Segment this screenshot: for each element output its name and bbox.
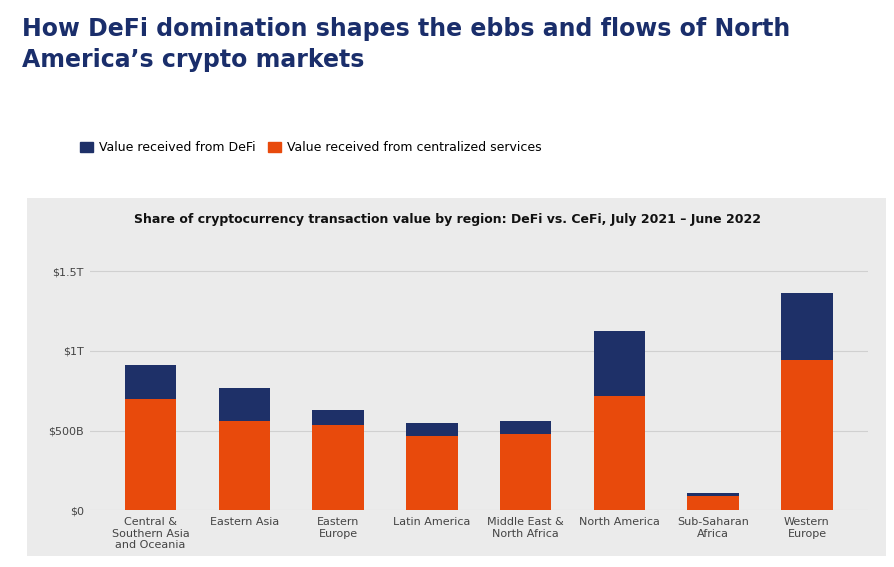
- Text: Share of cryptocurrency transaction value by region: DeFi vs. CeFi, July 2021 – : Share of cryptocurrency transaction valu…: [134, 213, 760, 226]
- Bar: [125, 399, 176, 510]
- Text: How DeFi domination shapes the ebbs and flows of North
America’s crypto markets: How DeFi domination shapes the ebbs and …: [22, 17, 789, 71]
- Bar: [593, 331, 645, 396]
- Bar: [218, 388, 270, 421]
- Legend: Value received from DeFi, Value received from centralized services: Value received from DeFi, Value received…: [80, 142, 541, 154]
- Bar: [312, 411, 364, 425]
- Bar: [780, 294, 831, 361]
- Bar: [687, 496, 738, 510]
- Bar: [500, 421, 551, 434]
- Bar: [312, 425, 364, 510]
- Bar: [406, 422, 457, 435]
- Bar: [125, 365, 176, 399]
- Bar: [593, 396, 645, 510]
- Bar: [687, 493, 738, 496]
- Bar: [406, 435, 457, 510]
- Bar: [218, 421, 270, 510]
- Bar: [500, 434, 551, 510]
- Bar: [780, 361, 831, 510]
